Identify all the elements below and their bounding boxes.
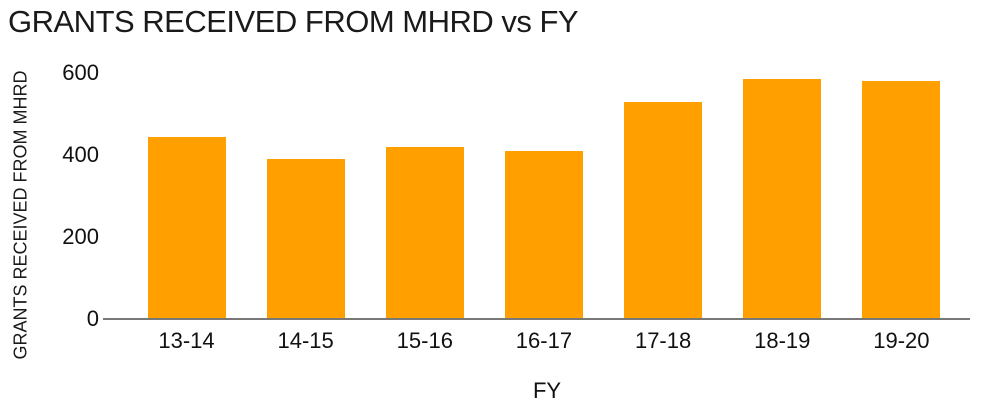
y-tick-label: 200 [62, 224, 99, 249]
x-tick-label: 17-18 [634, 328, 692, 353]
x-axis-line [103, 318, 970, 320]
bar-17-18 [624, 101, 703, 319]
chart-title: GRANTS RECEIVED FROM MHRD vs FY [8, 4, 579, 39]
bar-18-19 [743, 79, 822, 319]
x-tick-label: 18-19 [754, 328, 811, 353]
bar-19-20 [862, 81, 941, 319]
y-tick-label: 600 [62, 60, 99, 85]
bar-14-15 [266, 159, 345, 319]
y-tick-label: 400 [62, 142, 99, 167]
bar-15-16 [385, 146, 464, 319]
x-tick-label: 13-14 [158, 328, 215, 353]
bar-13-14 [147, 136, 226, 319]
x-tick-label: 14-15 [277, 328, 334, 353]
x-tick-label: 19-20 [873, 328, 930, 353]
y-tick-label: 0 [86, 306, 99, 331]
x-tick-label: 15-16 [396, 328, 453, 353]
bar-16-17 [504, 150, 583, 319]
x-axis-title: FY [532, 378, 562, 403]
y-axis-title: GRANTS RECEIVED FROM MHRD [10, 70, 31, 360]
x-tick-label: 16-17 [515, 328, 573, 353]
